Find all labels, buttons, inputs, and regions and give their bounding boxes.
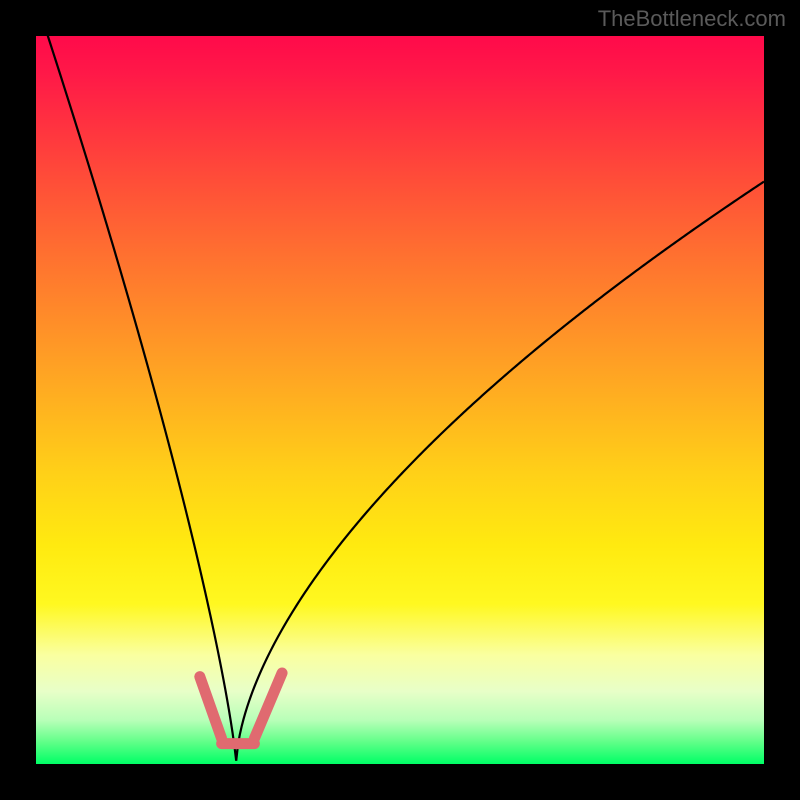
plot-area xyxy=(36,36,764,764)
curve-layer xyxy=(36,36,764,764)
watermark-text: TheBottleneck.com xyxy=(598,6,786,32)
bottleneck-curve xyxy=(36,36,764,761)
highlight-left-segment xyxy=(200,677,222,739)
highlight-right-segment xyxy=(254,673,282,739)
